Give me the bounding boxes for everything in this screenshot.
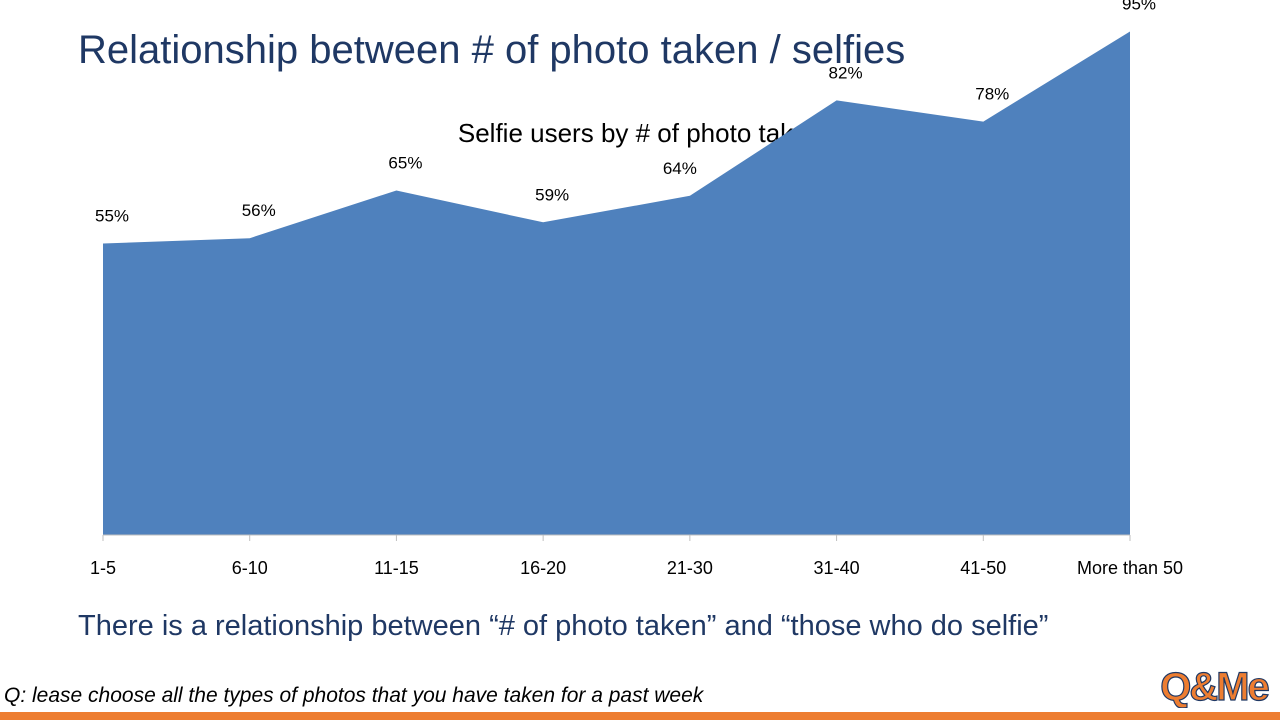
data-label: 64% (663, 159, 697, 178)
x-tick-label: 6-10 (232, 558, 268, 578)
x-tick-label: 16-20 (520, 558, 566, 578)
area-chart: Selfie users by # of photo taken 1-5 55% 6… (90, 0, 1183, 578)
bottom-accent-bar (0, 712, 1280, 720)
data-label: 56% (242, 201, 276, 220)
x-tick-label: 31-40 (814, 558, 860, 578)
x-tick-label: 11-15 (374, 558, 419, 578)
x-tick-label: 41-50 (960, 558, 1006, 578)
data-label: 95% (1122, 0, 1156, 14)
svg-text:Q&Me: Q&Me (1160, 665, 1268, 708)
qandme-logo: Q&Me (1160, 664, 1272, 708)
chart-title: Selfie users by # of photo taken (458, 118, 822, 148)
conclusion-text: There is a relationship between “# of ph… (78, 610, 1049, 642)
x-tick-label: 1-5 (90, 558, 116, 578)
plot-area: 1-5 55% 6-10 56% 11-15 65% 16-20 59% 21-30 64% 31-… (90, 0, 1183, 578)
slide-title: Relationship between # of photo taken / … (78, 28, 906, 72)
x-tick-label: More than 50 (1077, 558, 1183, 578)
data-label: 55% (95, 207, 129, 226)
x-tick-label: 21-30 (667, 558, 713, 578)
area-series (103, 31, 1130, 535)
data-label: 82% (829, 63, 863, 82)
question-footnote: Q: lease choose all the types of photos … (4, 684, 704, 707)
data-label: 59% (535, 185, 569, 204)
data-label: 65% (388, 154, 422, 173)
data-label: 78% (975, 85, 1009, 104)
